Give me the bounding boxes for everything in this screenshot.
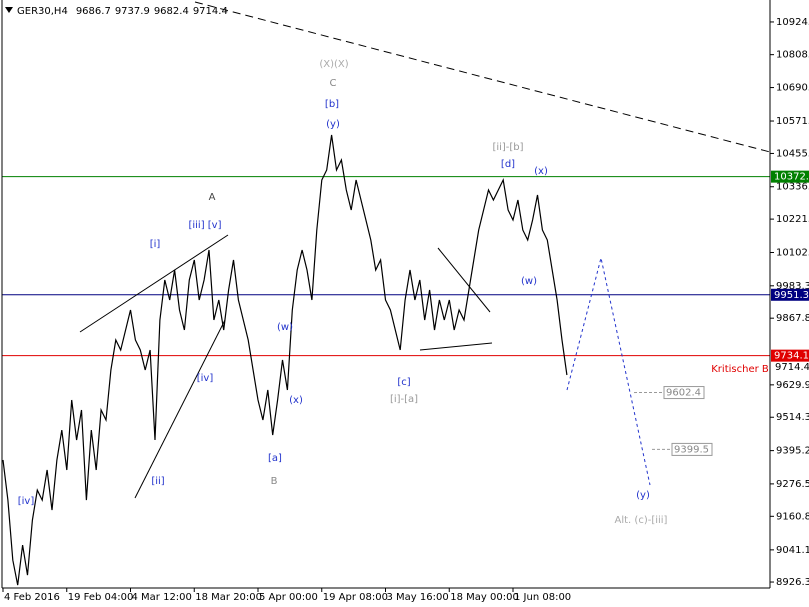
y-tick-label: 10808.1: [776, 50, 809, 61]
wave-label: (x): [289, 395, 303, 406]
price-label: 9714.4: [775, 362, 809, 373]
axis-background: [771, 0, 809, 607]
menu-icon[interactable]: [5, 7, 13, 13]
drawings: [79, 1, 771, 499]
level-box: [771, 349, 809, 362]
wave-label: [i]-[a]: [390, 394, 418, 405]
wave-label: (y): [636, 490, 650, 501]
target-box: [671, 442, 713, 456]
wave-label: C: [330, 78, 337, 89]
wave-label: [i]: [150, 239, 161, 250]
plot: [2, 134, 770, 586]
x-tick-label: 19 Feb 04:00: [68, 592, 134, 603]
wedge-line: [134, 319, 226, 499]
low: 9682.4: [154, 6, 189, 17]
target-label: 9602.4: [666, 388, 701, 399]
y-tick-label: 10102.1: [776, 248, 809, 259]
y-tick-label: 9041.1: [776, 545, 809, 556]
y-tick-label: 10336.8: [776, 182, 809, 193]
x-tick-label: 4 Feb 2016: [4, 592, 60, 603]
x-tick-label: 19 Apr 08:00: [323, 592, 388, 603]
wave-label: [ii]-[b]: [492, 142, 523, 153]
y-tick-label: 10924.8: [776, 17, 809, 28]
annotations: 9602.4 9399.5 [iv] [i] [ii] [iii] [v] [iv] A (w)…: [18, 59, 769, 526]
x-tick-label: 18 May 00:00: [450, 592, 519, 603]
wave-label: (w): [277, 322, 293, 333]
wave-label: [iii] [v]: [188, 220, 221, 231]
x-tick-label: 1 Jun 08:00: [514, 592, 571, 603]
y-tick-label: 9276.5: [776, 479, 809, 490]
triangle-line: [419, 342, 493, 351]
y-tick-label: 9514.3: [776, 412, 809, 423]
wave-label: [a]: [268, 453, 282, 464]
x-tick-label: 18 Mar 20:00: [195, 592, 262, 603]
level-box: [771, 288, 809, 301]
y-tick-label: 9629.9: [776, 380, 809, 391]
wave-label: [iv]: [18, 496, 35, 507]
y-tick-label: 9160.8: [776, 511, 809, 522]
wave-label: (x): [534, 166, 548, 177]
wave-label: A: [209, 192, 216, 203]
y-tick-label: 9395.2: [776, 446, 809, 457]
symbol: GER30,H4: [17, 6, 68, 17]
wave-label: [c]: [397, 377, 410, 388]
price-line: [2, 134, 568, 586]
x-tick-label: 3 May 16:00: [387, 592, 449, 603]
y-tick-label: 8926.3: [776, 577, 809, 588]
x-tick-label: 5 Apr 00:00: [259, 592, 318, 603]
x-tick-label: 4 Mar 12:00: [132, 592, 192, 603]
level-box: [771, 170, 809, 183]
wave-label: [ii]: [151, 476, 164, 487]
wave-label: Alt. (c)-[iii]: [615, 515, 668, 526]
wave-label: [d]: [501, 159, 515, 170]
y-tick-label: 9867.8: [776, 313, 809, 324]
wave-label: [b]: [325, 99, 339, 110]
trend-line: [194, 1, 771, 153]
header: GER30,H4 9686.7 9737.9 9682.4 9714.4: [17, 6, 228, 17]
open: 9686.7: [76, 6, 111, 17]
high: 9737.9: [115, 6, 150, 17]
wave-label: Kritischer B: [711, 364, 769, 375]
triangle-line: [437, 247, 491, 313]
y-tick-label: 10221.3: [776, 214, 809, 225]
level-label: 10372.8: [774, 172, 809, 183]
wedge-line: [79, 234, 229, 333]
target-label: 9399.5: [674, 444, 709, 455]
wave-label: (w): [521, 276, 537, 287]
wave-label: [iv]: [197, 373, 214, 384]
level-label: 9951.3: [774, 290, 809, 301]
y-tick-label: 10690.7: [776, 83, 809, 94]
close: 9714.4: [193, 6, 228, 17]
y-tick-label: 10571.3: [776, 116, 809, 127]
axes: 10924.8 10808.1 10690.7 10571.3 10455.6 10336…: [2, 17, 809, 603]
wave-label: (X)(X): [319, 59, 348, 70]
wave-label: B: [271, 476, 278, 487]
y-tick-label: 9983.3: [776, 281, 809, 292]
level-label: 9734.1: [774, 351, 809, 362]
wave-label: (y): [326, 119, 340, 130]
target-box: [663, 386, 705, 400]
y-tick-label: 10455.6: [776, 148, 809, 159]
